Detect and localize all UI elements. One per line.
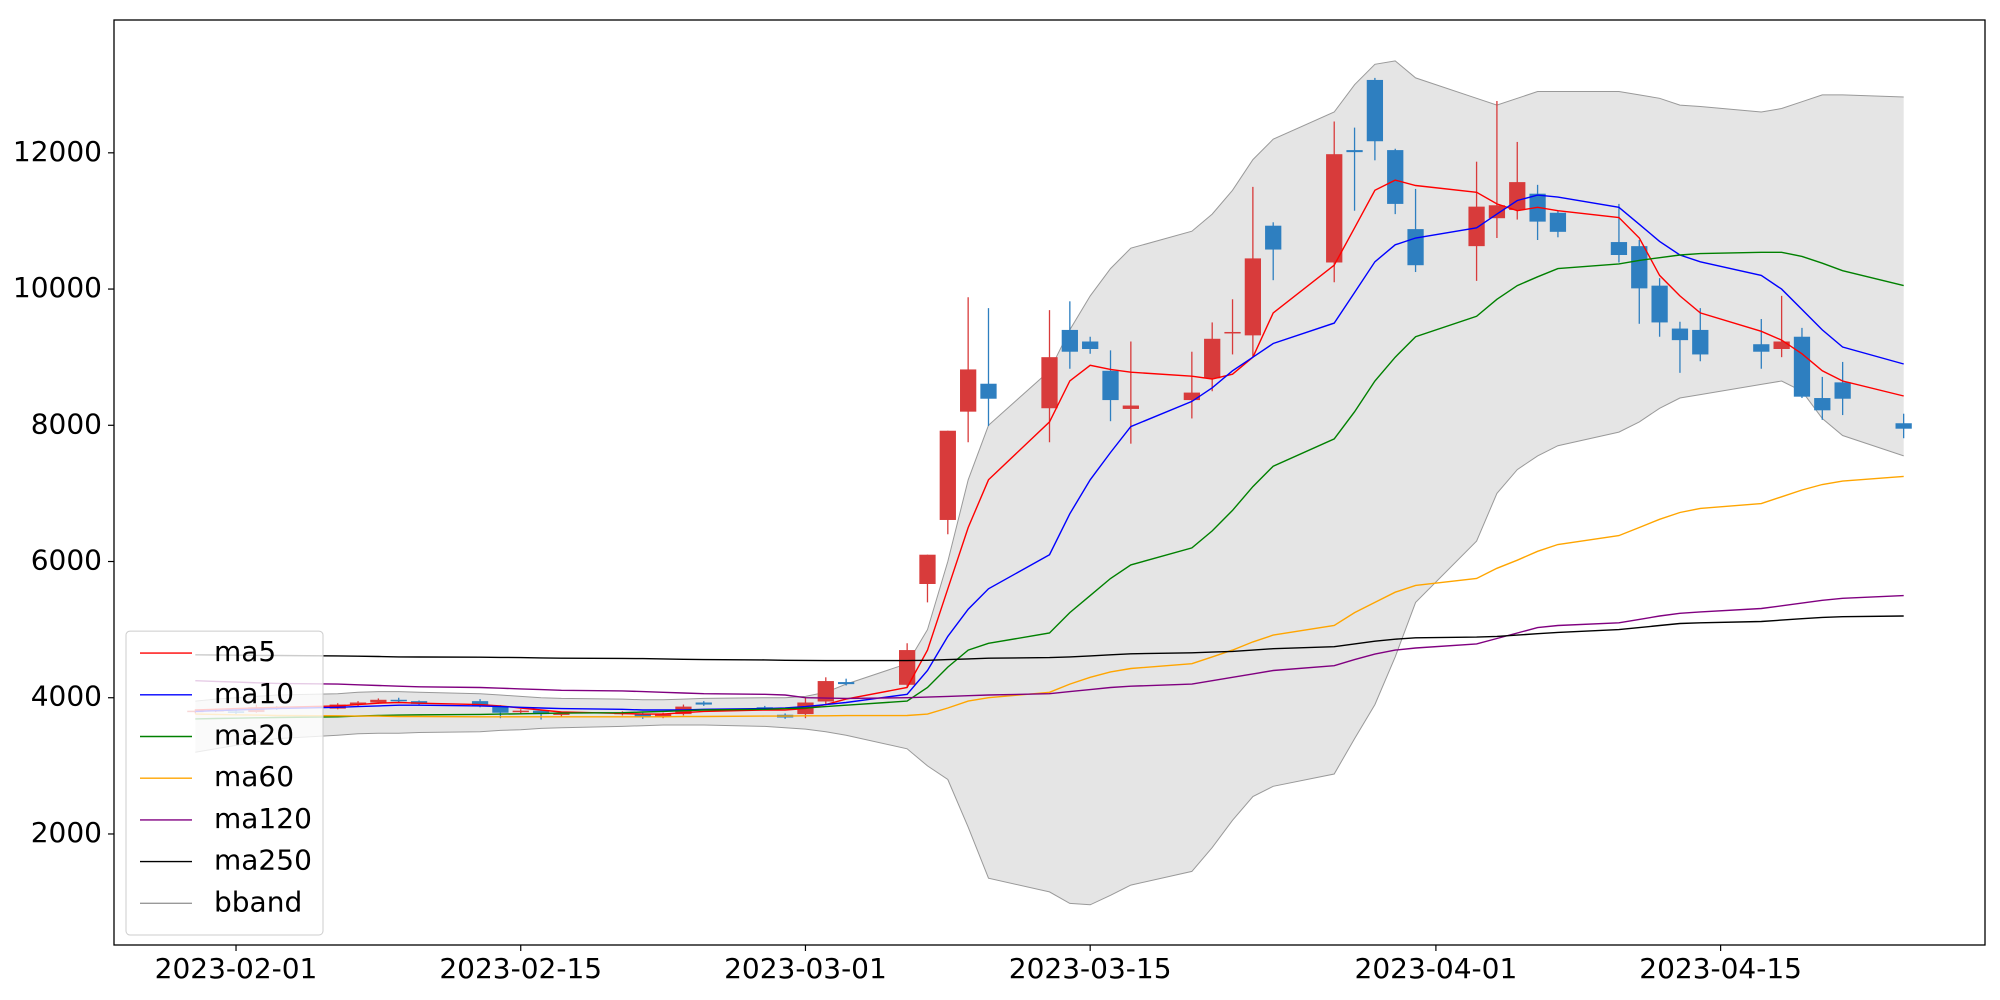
y-tick-label: 12000 (13, 135, 102, 168)
candle-body (960, 369, 977, 412)
candle-body (1407, 229, 1424, 266)
y-tick-label: 4000 (31, 680, 102, 713)
candle-body (553, 713, 570, 715)
plot-area (187, 60, 1912, 906)
candle-body (492, 705, 509, 713)
candle-body (1224, 331, 1241, 334)
candle-body (370, 699, 387, 703)
candle-body (1346, 150, 1363, 153)
x-tick-label: 2023-02-01 (155, 952, 318, 985)
candle-body (899, 650, 916, 685)
candle-body (1244, 258, 1262, 336)
candle-body (1041, 357, 1058, 409)
candle-body (1183, 392, 1200, 401)
candle-body (1834, 382, 1851, 399)
legend: ma5 ma10 ma20 ma60 ma120 ma250 bband (125, 630, 324, 936)
candle-body (1122, 405, 1139, 409)
candle-body (1814, 398, 1831, 411)
candle-body (817, 681, 834, 702)
candle-body (1549, 212, 1567, 232)
y-tick-label: 8000 (31, 407, 102, 440)
candle-body (980, 383, 997, 399)
candle-body (1387, 150, 1404, 204)
candle-body (1102, 370, 1119, 401)
candle-body (654, 714, 672, 717)
candle-body (1468, 206, 1485, 247)
ma-line (195, 475, 1904, 718)
legend-label: ma5 (214, 635, 276, 668)
y-tick-label: 6000 (31, 544, 102, 577)
candle-body (837, 682, 855, 685)
candle-body (1651, 285, 1668, 323)
candle-body (390, 699, 407, 702)
bband-lower (195, 380, 1904, 906)
legend-box (125, 630, 324, 936)
candle-body (1488, 205, 1506, 219)
y-tick-label: 2000 (31, 816, 102, 849)
candle-body (1773, 341, 1790, 349)
candle-body (532, 710, 550, 715)
candle-body (634, 714, 651, 717)
x-tick-label: 2023-03-15 (1009, 952, 1172, 985)
candle-body (1326, 154, 1343, 263)
candle-body (349, 702, 367, 705)
candle-body (1895, 423, 1912, 429)
candle-body (1610, 242, 1628, 255)
legend-label: ma10 (214, 677, 294, 710)
candle-body (1061, 329, 1078, 352)
candle-body (695, 702, 712, 705)
candle-body (512, 710, 529, 713)
candle-body (1265, 225, 1282, 250)
bband-area (195, 60, 1904, 905)
legend-label: ma60 (214, 760, 294, 793)
x-tick-label: 2023-04-01 (1355, 952, 1518, 985)
ma-line (195, 251, 1904, 720)
x-tick-label: 2023-04-15 (1639, 952, 1802, 985)
candle-body (1671, 328, 1689, 341)
ma-line (195, 594, 1904, 700)
candle-body (939, 430, 956, 520)
candle-body (1509, 182, 1526, 211)
x-tick-label: 2023-03-01 (724, 952, 887, 985)
candle-body (1793, 336, 1811, 397)
legend-label: ma250 (214, 844, 312, 877)
candle-body (471, 701, 489, 706)
x-tick-label: 2023-02-15 (439, 952, 602, 985)
candle-body (1631, 246, 1648, 289)
candle-body (919, 554, 936, 584)
y-tick-label: 10000 (13, 271, 102, 304)
candle-body (1204, 338, 1221, 379)
candle-body (1366, 79, 1384, 142)
ma-line (195, 179, 1904, 715)
legend-label: ma120 (214, 802, 312, 835)
legend-label: ma20 (214, 719, 294, 752)
ma-line (195, 615, 1904, 662)
candle-body (1753, 344, 1770, 352)
candle-body (1082, 341, 1099, 349)
legend-label: bband (214, 885, 302, 918)
plot-frame (113, 19, 1986, 946)
candle-body (1692, 329, 1709, 355)
ma-line (195, 194, 1904, 713)
